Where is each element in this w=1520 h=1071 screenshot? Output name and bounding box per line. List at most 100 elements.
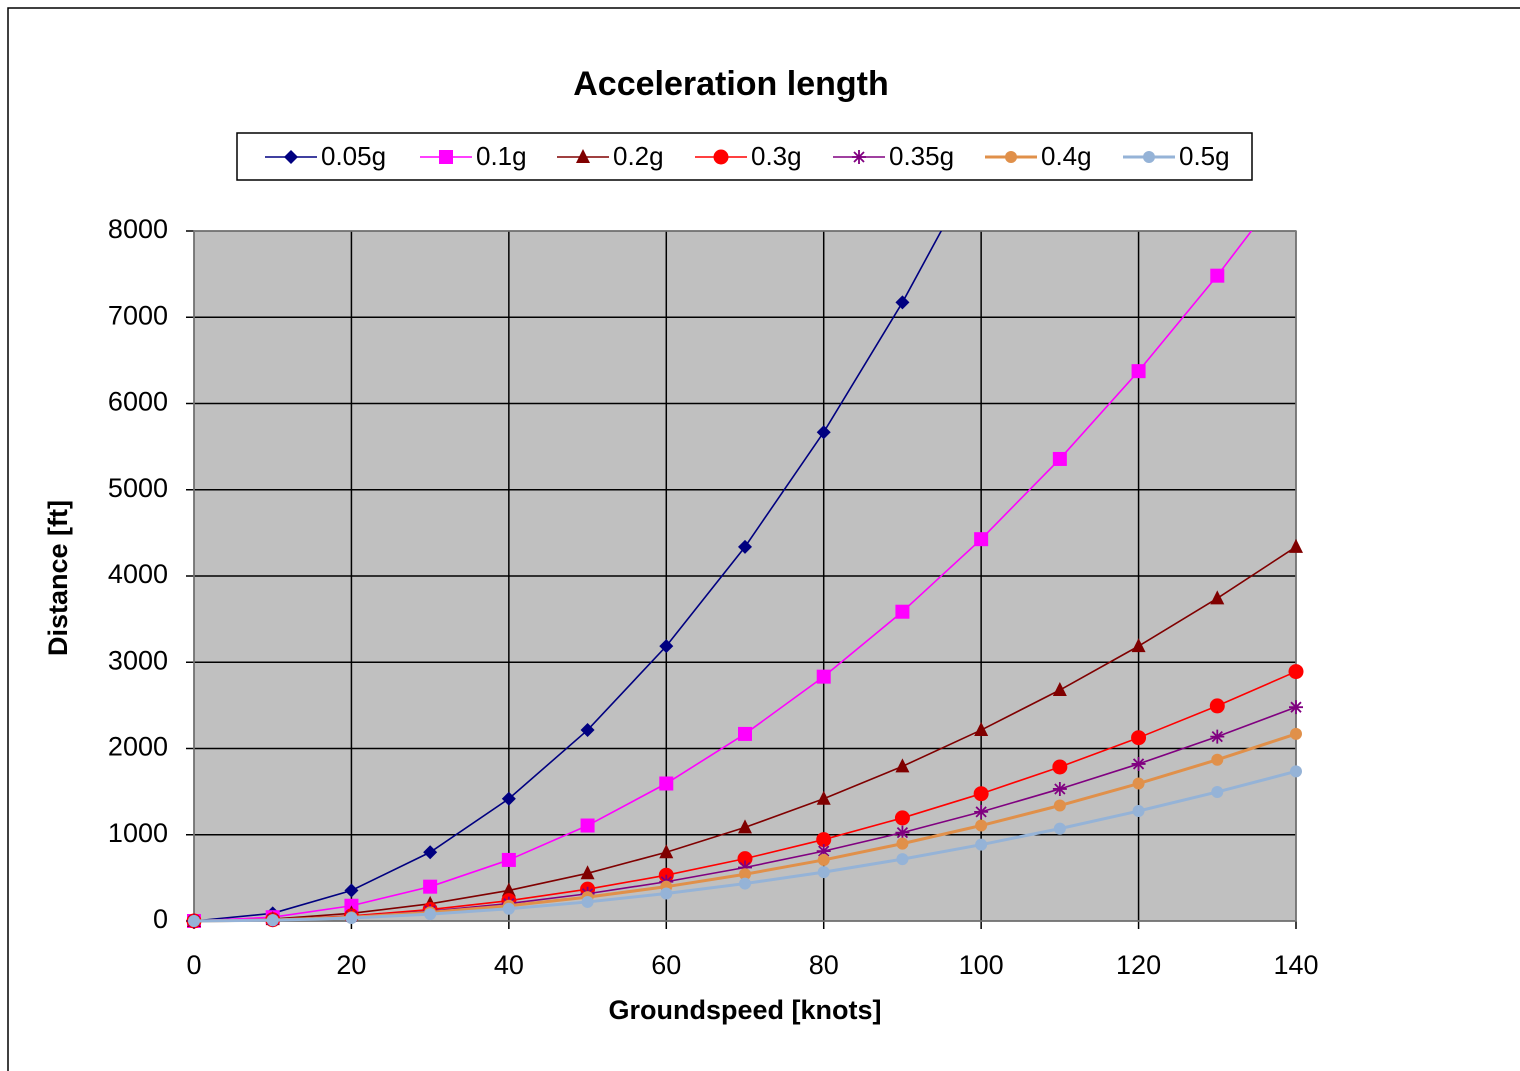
marker (1131, 756, 1146, 771)
x-axis-label: Groundspeed [knots] (608, 995, 881, 1025)
legend-label: 0.35g (889, 141, 954, 171)
marker (1052, 759, 1068, 775)
x-tick-label: 40 (494, 950, 524, 980)
legend-marker (576, 149, 590, 163)
marker (738, 860, 752, 875)
marker (659, 776, 674, 791)
marker (816, 425, 831, 440)
marker (580, 818, 595, 833)
marker (345, 911, 358, 924)
legend-label: 0.3g (751, 141, 802, 171)
marker (423, 845, 438, 860)
legend-label: 0.1g (476, 141, 527, 171)
marker (580, 865, 595, 880)
legend-marker (439, 150, 453, 164)
x-tick-label: 60 (651, 950, 681, 980)
y-tick-label: 8000 (108, 214, 168, 244)
legend-label: 0.2g (613, 141, 664, 171)
marker (974, 804, 989, 819)
marker (1290, 765, 1302, 778)
y-axis-label: Distance [ft] (43, 500, 73, 656)
x-tick-label: 80 (809, 950, 839, 980)
marker (737, 851, 753, 867)
marker (895, 825, 910, 840)
marker (739, 877, 751, 890)
y-tick-label: 2000 (108, 732, 168, 762)
legend-marker (1005, 151, 1017, 163)
marker (581, 895, 594, 908)
plot-frame (193, 230, 1297, 922)
marker (1131, 638, 1146, 653)
x-tick-label: 100 (959, 950, 1004, 980)
y-tick-label: 3000 (108, 645, 168, 675)
marker (1288, 664, 1304, 680)
marker (580, 723, 595, 738)
x-tick-label: 20 (336, 950, 366, 980)
marker (816, 832, 832, 848)
marker (896, 837, 909, 850)
marker (895, 295, 910, 310)
x-tick-label: 0 (186, 950, 201, 980)
marker (1052, 682, 1067, 697)
marker (816, 669, 831, 684)
marker (1053, 822, 1066, 835)
marker (894, 810, 910, 826)
marker (1053, 799, 1066, 812)
marker (1290, 727, 1302, 740)
marker (974, 722, 989, 737)
marker (1131, 730, 1147, 746)
marker (344, 883, 359, 898)
marker (816, 844, 831, 859)
marker (895, 604, 910, 619)
marker (895, 758, 910, 773)
series-group (186, 231, 1304, 929)
marker (739, 868, 751, 881)
y-tick-label: 4000 (108, 559, 168, 589)
y-tick-label: 7000 (108, 300, 168, 330)
marker (738, 726, 752, 741)
marker (1289, 538, 1303, 553)
marker (1210, 268, 1225, 283)
marker (738, 539, 752, 554)
marker (1209, 698, 1225, 714)
marker (266, 914, 279, 927)
marker (501, 852, 516, 867)
y-tick-label: 1000 (108, 818, 168, 848)
marker (1132, 777, 1145, 790)
marker (738, 819, 752, 834)
legend-label: 0.05g (321, 141, 386, 171)
legend-label: 0.5g (1179, 141, 1230, 171)
legend-marker (852, 150, 866, 164)
marker (1131, 364, 1146, 379)
marker (817, 853, 830, 866)
legend-marker (284, 150, 298, 164)
marker (975, 838, 988, 851)
marker (975, 819, 988, 832)
marker (973, 786, 989, 802)
marker (1052, 781, 1067, 796)
legend-marker (1143, 151, 1155, 163)
marker (816, 790, 831, 805)
marker (1052, 451, 1067, 466)
marker (188, 915, 200, 927)
legend-marker (713, 149, 729, 165)
marker (424, 908, 437, 921)
y-tick-label: 0 (153, 904, 168, 934)
chart-title: Acceleration length (573, 65, 889, 103)
marker (1132, 805, 1145, 818)
marker (1210, 729, 1225, 744)
y-tick-label: 6000 (108, 387, 168, 417)
marker (1211, 753, 1224, 766)
marker (896, 853, 909, 866)
marker (974, 532, 989, 547)
marker (1211, 785, 1224, 798)
marker (1210, 590, 1225, 605)
x-tick-label: 140 (1273, 950, 1318, 980)
marker (659, 844, 674, 859)
legend-label: 0.4g (1041, 141, 1092, 171)
marker (659, 639, 674, 654)
marker (660, 887, 673, 900)
marker (501, 882, 516, 897)
marker (423, 879, 438, 894)
